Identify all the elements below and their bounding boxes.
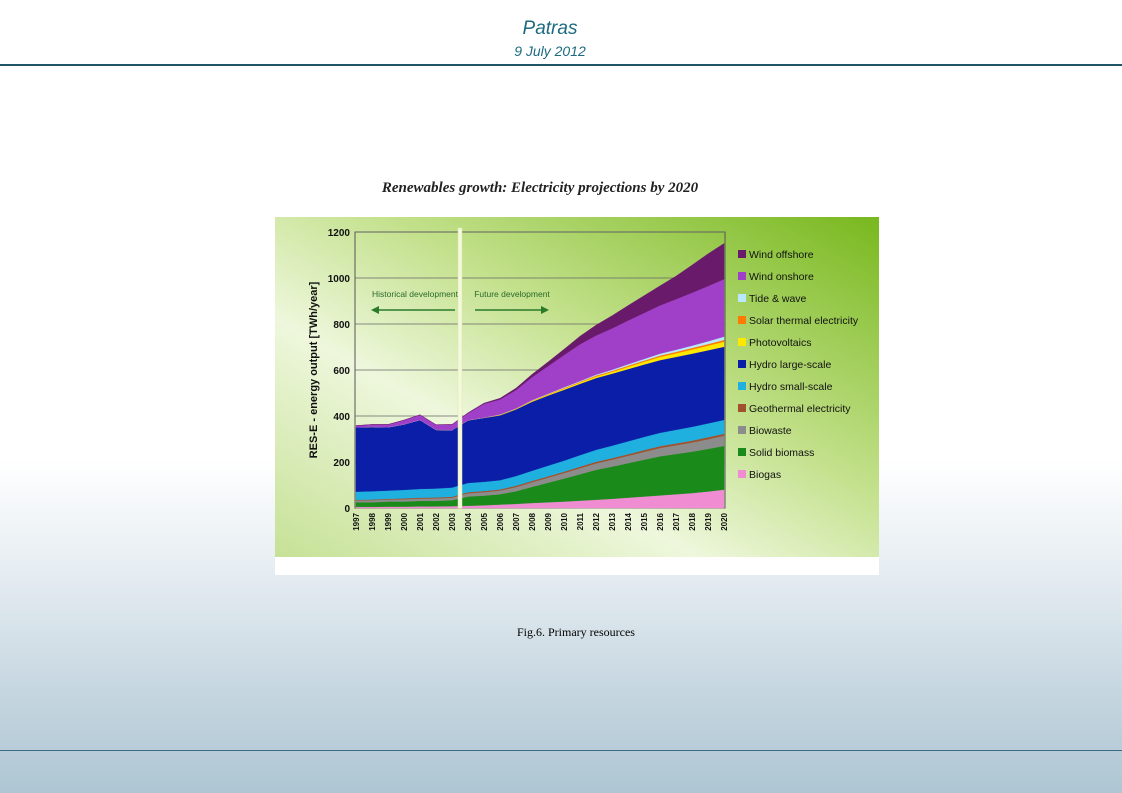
x-tick-label-2003: 2003 [448, 512, 457, 530]
x-tick-label-2018: 2018 [688, 512, 697, 530]
x-tick-label-2016: 2016 [656, 512, 665, 530]
legend-swatch-hydro-small-scale [738, 382, 746, 390]
chart-title: Renewables growth: Electricity projectio… [381, 180, 699, 196]
legend-label-biowaste: Biowaste [749, 425, 792, 437]
annotation-historical: Historical development [372, 289, 459, 299]
legend-swatch-biowaste [738, 426, 746, 434]
x-tick-label-1999: 1999 [384, 512, 393, 530]
y-tick-label-1200: 1200 [328, 228, 351, 239]
x-tick-label-2007: 2007 [512, 512, 521, 530]
arrow-future-head [541, 306, 549, 314]
legend-swatch-wind-onshore [738, 272, 746, 280]
y-tick-label-800: 800 [333, 320, 350, 331]
x-tick-label-1998: 1998 [368, 512, 377, 530]
chart-title-band [275, 165, 879, 217]
x-tick-label-2005: 2005 [480, 512, 489, 530]
x-tick-label-2000: 2000 [400, 512, 409, 530]
annotation-future: Future development [474, 289, 550, 299]
x-tick-label-2017: 2017 [672, 512, 681, 530]
y-tick-label-0: 0 [344, 504, 350, 515]
chart-figure: Renewables growth: Electricity projectio… [275, 165, 879, 575]
y-axis-label: RES-E - energy output [TWh/year] [308, 281, 320, 458]
legend-label-hydro-large-scale: Hydro large-scale [749, 359, 831, 371]
x-tick-label-2019: 2019 [704, 512, 713, 530]
legend-label-photovoltaics: Photovoltaics [749, 337, 811, 349]
legend-swatch-hydro-large-scale [738, 360, 746, 368]
x-tick-label-2014: 2014 [624, 512, 633, 530]
y-tick-label-200: 200 [333, 458, 350, 469]
legend-swatch-biogas [738, 470, 746, 478]
legend-label-solar-thermal-electricity: Solar thermal electricity [749, 315, 859, 327]
x-tick-label-2020: 2020 [720, 512, 729, 530]
legend-label-wind-offshore: Wind offshore [749, 249, 814, 261]
y-tick-label-400: 400 [333, 412, 350, 423]
x-tick-label-2013: 2013 [608, 512, 617, 530]
legend-label-tide-wave: Tide & wave [749, 293, 807, 305]
x-tick-label-2012: 2012 [592, 512, 601, 530]
header-title: Patras [522, 18, 578, 39]
legend-swatch-geothermal-electricity [738, 404, 746, 412]
chart-bottom-band [275, 557, 879, 575]
x-tick-label-2002: 2002 [432, 512, 441, 530]
legend-swatch-solar-thermal-electricity [738, 316, 746, 324]
legend-swatch-tide-wave [738, 294, 746, 302]
legend-swatch-photovoltaics [738, 338, 746, 346]
x-tick-label-1997: 1997 [352, 512, 361, 530]
slide-header: Patras 9 July 2012 [0, 0, 1122, 66]
chart-svg: Renewables growth: Electricity projectio… [275, 165, 879, 575]
x-tick-label-2009: 2009 [544, 512, 553, 530]
x-tick-label-2011: 2011 [576, 512, 585, 530]
legend-swatch-wind-offshore [738, 250, 746, 258]
x-tick-label-2006: 2006 [496, 512, 505, 530]
legend-label-solid-biomass: Solid biomass [749, 447, 814, 459]
x-tick-label-2008: 2008 [528, 512, 537, 530]
x-tick-label-2010: 2010 [560, 512, 569, 530]
y-tick-label-600: 600 [333, 366, 350, 377]
legend-label-wind-onshore: Wind onshore [749, 271, 814, 283]
header-date: 9 July 2012 [514, 43, 586, 59]
figure-caption: Fig.6. Primary resources [517, 625, 635, 639]
arrow-historical-head [371, 306, 379, 314]
x-tick-label-2004: 2004 [464, 512, 473, 530]
legend-label-biogas: Biogas [749, 469, 781, 481]
header-divider [0, 64, 1122, 66]
y-tick-label-1000: 1000 [328, 274, 351, 285]
history-future-separator [457, 227, 463, 509]
legend-swatch-solid-biomass [738, 448, 746, 456]
footer-divider [0, 750, 1122, 751]
x-tick-label-2001: 2001 [416, 512, 425, 530]
x-tick-label-2015: 2015 [640, 512, 649, 530]
area-wind-offshore [355, 243, 725, 426]
legend-label-hydro-small-scale: Hydro small-scale [749, 381, 833, 393]
legend-label-geothermal-electricity: Geothermal electricity [749, 403, 851, 415]
